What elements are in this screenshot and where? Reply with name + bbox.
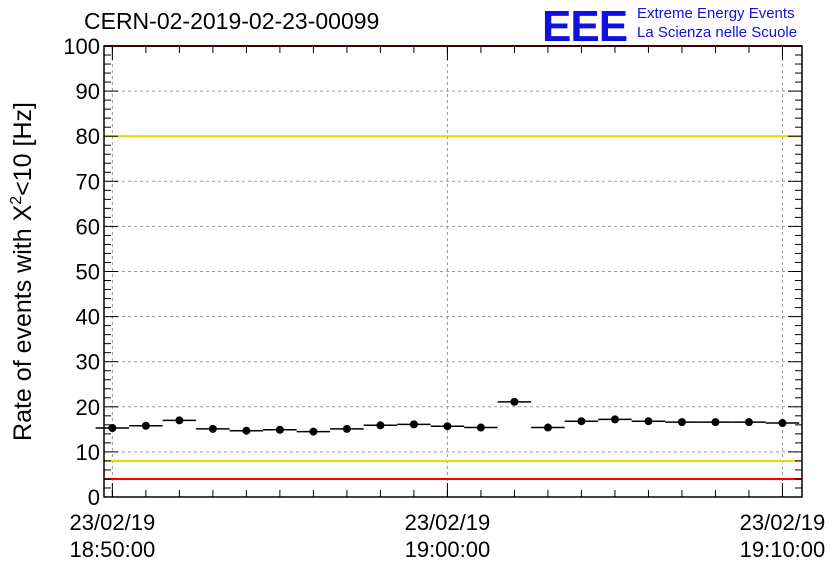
reference-lines <box>104 45 802 480</box>
data-point <box>744 418 753 427</box>
data-point <box>476 423 485 432</box>
data-point <box>208 424 217 433</box>
x-tick-time: 19:10:00 <box>740 537 826 562</box>
data-point <box>141 421 150 430</box>
data-point <box>443 422 452 431</box>
x-tick-date: 23/02/19 <box>405 510 491 535</box>
chart-title: CERN-02-2019-02-23-00099 <box>84 8 380 34</box>
data-point <box>610 415 619 424</box>
x-tick-time: 18:50:00 <box>70 537 156 562</box>
y-tick-label: 90 <box>76 79 100 104</box>
y-tick-label: 80 <box>76 124 100 149</box>
y-axis-label: Rate of events with X2<10 [Hz] <box>8 102 37 441</box>
y-tick-label: 10 <box>76 440 100 465</box>
tick-layer: 010203040506070809010023/02/1918:50:0023… <box>63 34 825 562</box>
data-point <box>175 416 184 425</box>
y-tick-label: 20 <box>76 395 100 420</box>
y-tick-label: 70 <box>76 169 100 194</box>
y-tick-label: 0 <box>88 485 100 510</box>
grid-layer <box>104 46 802 497</box>
logo-line-1: Extreme Energy Events <box>637 5 795 22</box>
x-tick-date: 23/02/19 <box>740 510 826 535</box>
data-point <box>543 423 552 432</box>
eee-logo: EEE <box>542 2 628 51</box>
data-point <box>711 418 720 427</box>
data-point <box>510 397 519 406</box>
data-point <box>275 425 284 434</box>
data-point <box>677 418 686 427</box>
x-tick-date: 23/02/19 <box>70 510 156 535</box>
logo-line-2: La Scienza nelle Scuole <box>637 24 798 41</box>
y-tick-label: 40 <box>76 305 100 330</box>
y-tick-label: 60 <box>76 214 100 239</box>
x-tick-time: 19:00:00 <box>405 537 491 562</box>
data-point <box>242 426 251 435</box>
data-point <box>577 417 586 426</box>
data-point <box>778 419 787 428</box>
data-layer <box>95 397 800 436</box>
data-point <box>644 417 653 426</box>
data-point <box>376 421 385 430</box>
data-point <box>342 424 351 433</box>
data-point <box>108 423 117 432</box>
y-tick-label: 100 <box>63 34 100 59</box>
data-point <box>309 427 318 436</box>
y-tick-label: 50 <box>76 260 100 285</box>
y-tick-label: 30 <box>76 350 100 375</box>
data-point <box>409 420 418 429</box>
